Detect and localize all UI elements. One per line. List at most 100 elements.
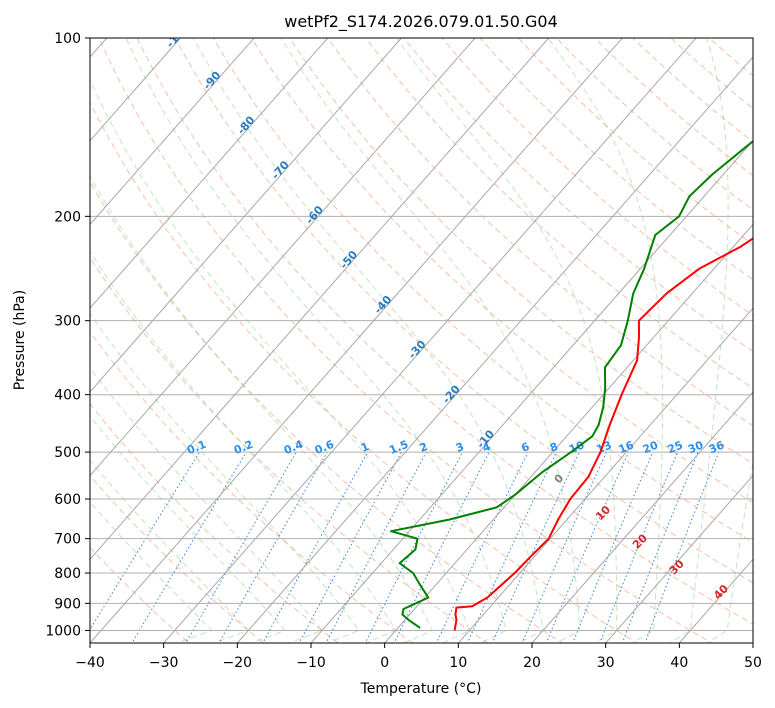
moist-adiabat (193, 38, 544, 643)
mixing-ratio-label: 6 (519, 440, 531, 455)
mixing-ratio-label: 30 (686, 438, 705, 456)
y-axis-ticks: 100 200 300 400 500 600 700 800 900 1000 (45, 31, 90, 639)
y-tick-label: 800 (54, 566, 81, 582)
x-axis-title: Temperature (°C) (360, 681, 482, 697)
mixing-ratio-line (621, 451, 699, 643)
dry-adiabat (632, 38, 753, 143)
moist-adiabat (280, 38, 581, 643)
chart-title: wetPf2_S174.2026.079.01.50.G04 (284, 12, 558, 32)
moist-adiabat (90, 175, 434, 643)
isotherm-label: -40 (372, 293, 395, 317)
isotherm-gridline (236, 56, 753, 643)
mixing-ratio-line (90, 451, 200, 631)
temperature-profile-line (453, 237, 753, 631)
moist-adiabat (395, 38, 618, 643)
mixing-ratio-label: 36 (707, 438, 726, 456)
isotherm-gridline (310, 139, 753, 643)
x-axis-ticks: −40 −30 −20 −10 0 10 20 30 40 50 (75, 643, 762, 671)
y-tick-label: 200 (54, 209, 81, 225)
isotherm-gridline (752, 642, 753, 643)
dry-adiabat (212, 38, 753, 543)
isotherm-label: -70 (269, 158, 292, 182)
isotherm-gridline (90, 38, 255, 226)
plot-frame (89, 37, 754, 644)
isotherm-gridline (384, 223, 753, 643)
dry-adiabat (90, 403, 340, 643)
isotherm-gridline (90, 38, 403, 393)
mixing-ratio-label: 1.5 (387, 438, 410, 457)
isotherm-label: -80 (235, 113, 258, 137)
mixing-ratio-line (491, 451, 580, 643)
y-tick-label: 900 (54, 596, 81, 612)
mixing-ratio-line (298, 451, 402, 643)
isotherm-gridline (605, 474, 753, 643)
moist-adiabat (90, 501, 213, 643)
moist-adiabat (705, 459, 753, 643)
x-tick-label: −20 (223, 655, 253, 671)
moist-adiabat (125, 38, 507, 643)
isotherm-gridline (90, 38, 476, 477)
dry-adiabat (136, 38, 753, 625)
moist-adiabat (90, 250, 397, 643)
mixing-ratio-line (393, 451, 490, 643)
mixing-ratio-line (644, 451, 720, 643)
x-tick-label: −10 (296, 655, 326, 671)
isotherm-gridline (457, 307, 753, 643)
moist-adiabat (90, 459, 250, 643)
isotherm-gridline (90, 38, 329, 309)
mixing-ratio-label: 16 (617, 438, 636, 456)
mixing-ratio-label: 25 (666, 439, 685, 457)
y-tick-label: 500 (54, 445, 81, 461)
y-axis-title: Pressure (hPa) (12, 290, 28, 390)
dry-adiabat (174, 38, 753, 584)
moist-adiabat (90, 367, 323, 643)
isotherm-gridline (163, 38, 697, 643)
dry-adiabat (327, 38, 753, 427)
x-tick-label: 50 (744, 655, 762, 671)
dry-adiabat (90, 180, 564, 643)
dry-adiabat (365, 38, 753, 389)
x-tick-label: 30 (597, 655, 615, 671)
y-tick-label: 100 (54, 31, 81, 47)
x-tick-label: 20 (523, 655, 541, 671)
moist-adiabat (90, 312, 360, 643)
x-tick-label: 0 (380, 655, 389, 671)
isotherm-gridline (531, 391, 753, 643)
dry-adiabat (90, 101, 639, 643)
x-tick-label: −30 (149, 655, 179, 671)
isotherm-label: -100 (164, 21, 192, 51)
x-tick-label: 10 (449, 655, 467, 671)
moist-adiabat-label: 10 (593, 503, 613, 523)
mixing-ratio-line (572, 451, 654, 643)
moist-adiabat-label: 40 (711, 582, 731, 602)
mixing-ratio-line (185, 451, 297, 643)
mixing-ratio-line (521, 451, 608, 643)
mixing-ratio-label: 2 (418, 440, 430, 455)
isotherm-gridline (90, 38, 550, 561)
dewpoint-profile-line (390, 140, 753, 629)
dry-adiabat (250, 38, 753, 504)
isotherm-label: -20 (440, 382, 463, 406)
isotherm-label: -50 (337, 248, 360, 272)
y-tick-label: 700 (54, 532, 81, 548)
isotherm-label: -30 (406, 338, 429, 362)
mixing-ratio-label: 1 (359, 440, 371, 455)
mixing-ratio-label: 0.1 (185, 438, 208, 457)
isotherm-label: -60 (303, 203, 326, 227)
dry-adiabat (90, 330, 414, 643)
mixing-ratio-line (218, 451, 328, 643)
mixing-ratio-line (131, 451, 247, 643)
y-tick-label: 600 (54, 492, 81, 508)
dry-adiabat (98, 38, 713, 643)
mixing-ratio-line (545, 451, 630, 643)
mixing-ratio-label: 20 (641, 438, 660, 456)
mixing-ratio-label: 8 (548, 440, 560, 455)
dry-adiabat (593, 38, 753, 177)
y-tick-label: 400 (54, 388, 81, 404)
isotherm-gridline (90, 38, 182, 142)
dry-adiabat (708, 38, 753, 77)
dry-adiabat (403, 38, 753, 353)
y-tick-label: 1000 (45, 623, 81, 639)
x-tick-label: −40 (75, 655, 105, 671)
